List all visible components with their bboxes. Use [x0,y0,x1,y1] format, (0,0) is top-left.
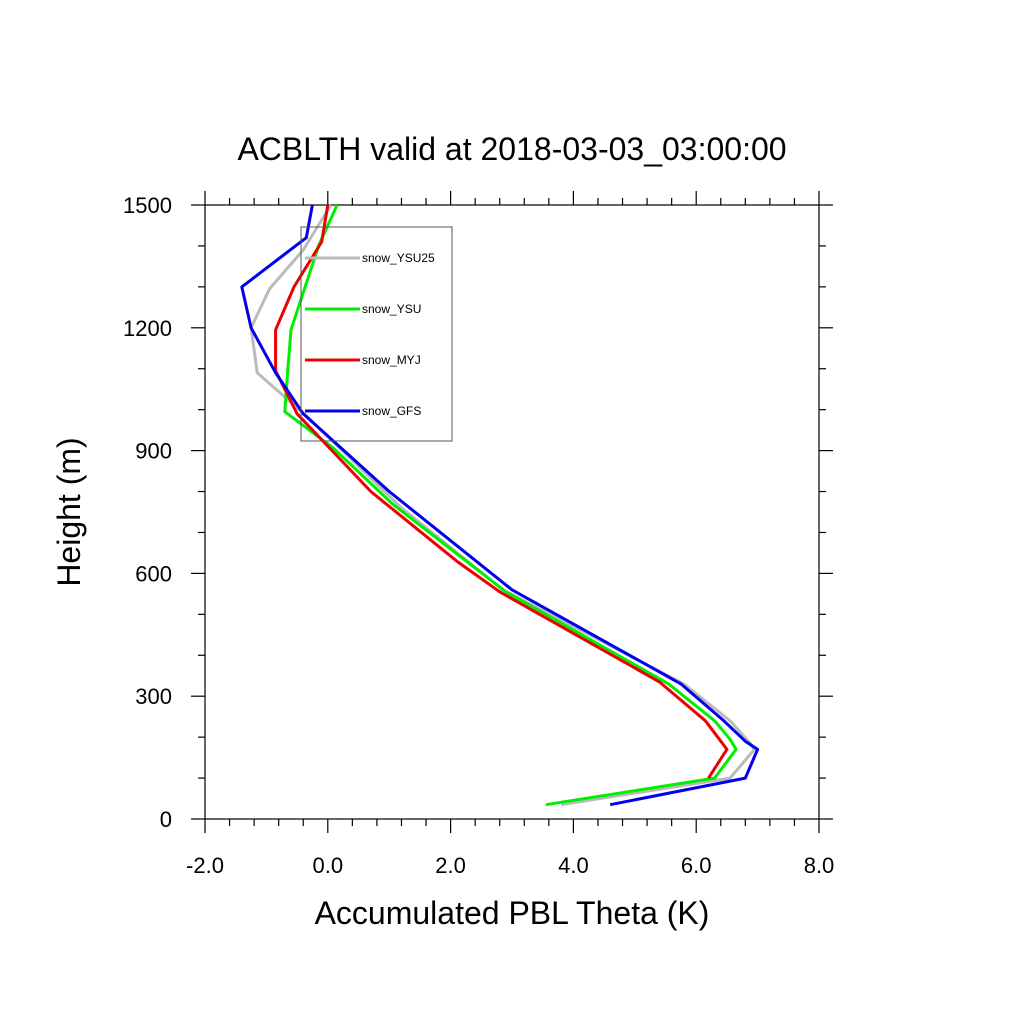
x-axis-title: Accumulated PBL Theta (K) [315,895,710,931]
x-axis: -2.0 0.0 2.0 4.0 6.0 8.0 [186,191,834,878]
y-tick-label: 900 [135,439,172,464]
series-line-snow-ysu25 [249,204,756,807]
legend: snow_YSU25 snow_YSU snow_MYJ snow_GFS [300,226,453,442]
legend-label: snow_YSU25 [362,251,435,265]
series-group [240,204,760,807]
y-tick-label: 300 [135,684,172,709]
y-axis-title: Height (m) [51,437,87,586]
y-tick-label: 1500 [123,193,172,218]
y-tick-label: 0 [160,807,172,832]
x-tick-label: 4.0 [558,853,589,878]
legend-label: snow_YSU [362,302,421,316]
plot-frame [204,204,820,820]
x-tick-label: -2.0 [186,853,224,878]
x-tick-label: 6.0 [681,853,712,878]
x-tick-label: 0.0 [313,853,344,878]
series-line-snow-gfs [240,204,760,807]
y-tick-label: 600 [135,561,172,586]
legend-box [300,226,453,442]
plot-area [204,204,820,820]
y-tick-label: 1200 [123,316,172,341]
series-line-snow-myj [274,204,729,779]
x-tick-label: 8.0 [804,853,835,878]
y-axis: 0 300 600 900 1200 1500 [123,193,833,832]
legend-label: snow_MYJ [362,353,421,367]
legend-label: snow_GFS [362,404,421,418]
chart-title: ACBLTH valid at 2018-03-03_03:00:00 [237,131,786,167]
series-line-snow-ysu [283,204,738,807]
x-tick-label: 2.0 [435,853,466,878]
